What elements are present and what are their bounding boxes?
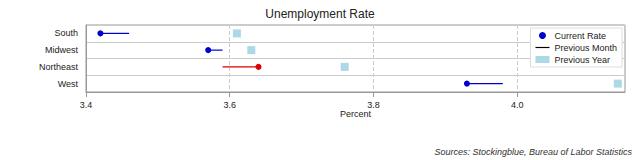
svg-text:Previous Year: Previous Year (554, 55, 610, 65)
svg-text:Unemployment Rate: Unemployment Rate (265, 7, 375, 21)
svg-text:3.8: 3.8 (367, 100, 380, 110)
svg-text:West: West (58, 79, 79, 89)
svg-text:Current Rate: Current Rate (554, 31, 606, 41)
svg-text:Percent: Percent (340, 109, 372, 119)
svg-text:Sources: Stockingblue, Bureau: Sources: Stockingblue, Bureau of Labor S… (434, 147, 632, 157)
svg-text:4.0: 4.0 (511, 100, 524, 110)
svg-text:Northeast: Northeast (39, 62, 79, 72)
svg-text:3.4: 3.4 (80, 100, 93, 110)
svg-text:South: South (54, 28, 78, 38)
svg-text:Midwest: Midwest (45, 45, 79, 55)
svg-text:Previous Month: Previous Month (554, 43, 617, 53)
svg-text:3.6: 3.6 (223, 100, 236, 110)
